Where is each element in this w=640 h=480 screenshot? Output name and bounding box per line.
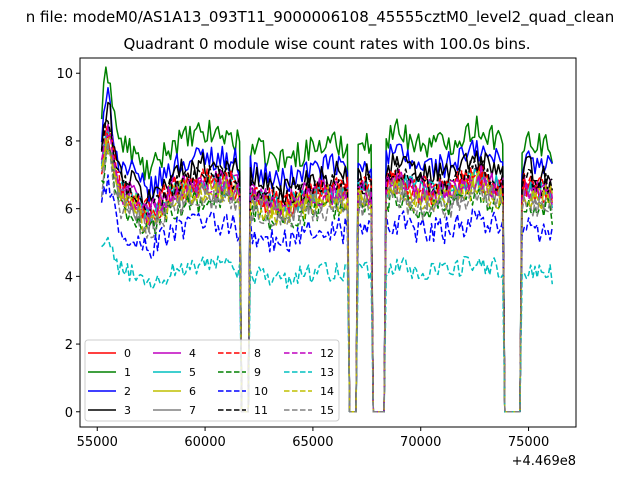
series-line-2: [100, 86, 553, 413]
chart-title: Quadrant 0 module wise count rates with …: [123, 35, 530, 53]
legend-label-11: 11: [254, 404, 268, 417]
x-axis: 55000 60000 65000 70000 75000: [77, 427, 549, 450]
figure-suptitle: n file: modeM0/AS1A13_093T11_9000006108_…: [26, 8, 615, 27]
y-tick-label: 0: [65, 406, 73, 421]
x-tick-label: 75000: [508, 435, 549, 450]
legend-label-8: 8: [254, 347, 261, 360]
y-tick-label: 8: [65, 135, 73, 150]
legend-label-13: 13: [320, 366, 334, 379]
legend-label-5: 5: [189, 366, 196, 379]
legend-label-2: 2: [124, 385, 131, 398]
y-tick-label: 10: [56, 67, 73, 82]
legend-label-15: 15: [320, 404, 334, 417]
legend-label-3: 3: [124, 404, 131, 417]
legend-label-0: 0: [124, 347, 131, 360]
series-line-12: [100, 134, 553, 413]
y-tick-label: 4: [65, 270, 73, 285]
x-tick-label: 70000: [400, 435, 441, 450]
series-line-11: [100, 119, 554, 413]
series-line-10: [100, 174, 554, 413]
series-line-15: [100, 141, 554, 413]
series-layer: [100, 66, 554, 413]
x-tick-label: 60000: [184, 435, 225, 450]
legend-label-12: 12: [320, 347, 334, 360]
x-tick-label: 55000: [77, 435, 118, 450]
legend-label-7: 7: [189, 404, 196, 417]
legend-label-9: 9: [254, 366, 261, 379]
legend-label-10: 10: [254, 385, 268, 398]
y-axis: 0 2 4 6 8 10: [56, 67, 80, 421]
series-line-1: [100, 66, 554, 413]
plot-area-frame: [79, 57, 577, 428]
y-tick-label: 2: [65, 338, 73, 353]
y-tick-label: 6: [65, 203, 73, 218]
legend-label-4: 4: [189, 347, 196, 360]
legend-label-1: 1: [124, 366, 131, 379]
series-line-13: [101, 236, 554, 413]
x-axis-offset-label: +4.469e8: [512, 454, 576, 469]
x-tick-label: 65000: [292, 435, 333, 450]
legend-label-14: 14: [320, 385, 334, 398]
legend-box: [84, 339, 340, 422]
series-line-14: [101, 138, 553, 413]
legend-label-6: 6: [189, 385, 196, 398]
